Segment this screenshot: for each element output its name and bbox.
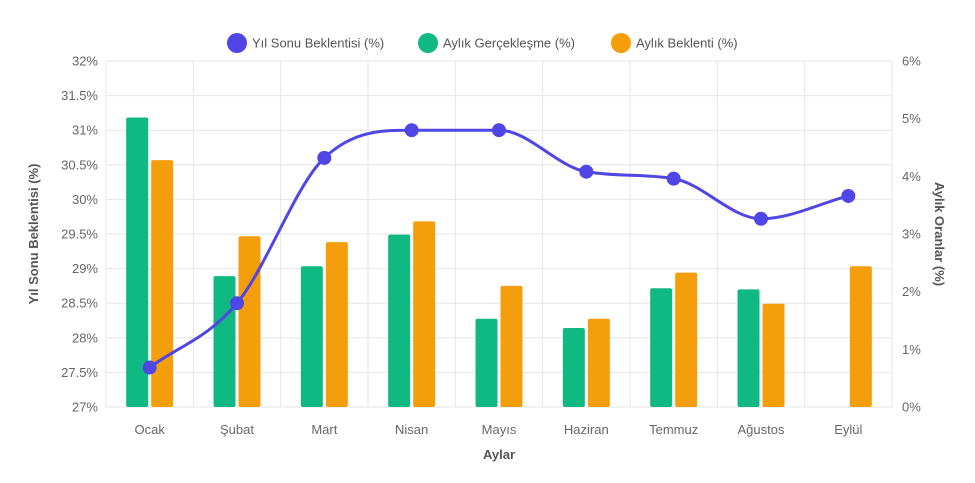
legend-label: Yıl Sonu Beklentisi (%) <box>252 36 384 51</box>
x-tick-label: Ağustos <box>738 422 785 437</box>
point-yil-sonu-beklentisi[interactable] <box>317 150 332 165</box>
point-yil-sonu-beklentisi[interactable] <box>841 188 856 203</box>
y-right-tick-label: 0% <box>902 400 921 415</box>
bar-aylik-gerceklesme[interactable] <box>388 234 411 407</box>
bar-aylik-beklenti[interactable] <box>325 242 348 407</box>
point-yil-sonu-beklentisi[interactable] <box>579 164 594 179</box>
legend-marker <box>227 33 247 53</box>
y-left-tick-label: 31% <box>72 123 98 138</box>
y-left-tick-label: 30.5% <box>61 157 98 172</box>
bar-aylik-beklenti[interactable] <box>151 160 174 407</box>
legend[interactable]: Yıl Sonu Beklentisi (%) Aylık Gerçekleşme… <box>227 33 738 53</box>
bar-aylik-beklenti[interactable] <box>238 236 261 407</box>
point-yil-sonu-beklentisi[interactable] <box>142 360 157 375</box>
y-left-axis-title: Yıl Sonu Beklentisi (%) <box>26 164 41 305</box>
legend-item-aylik-gerceklesme[interactable]: Aylık Gerçekleşme (%) <box>418 33 575 53</box>
bar-aylik-gerceklesme[interactable] <box>126 117 149 407</box>
y-left-tick-label: 28% <box>72 330 98 345</box>
bar-aylik-gerceklesme[interactable] <box>650 288 673 407</box>
y-left-tick-label: 27.5% <box>61 365 98 380</box>
legend-label: Aylık Beklenti (%) <box>636 36 738 51</box>
x-tick-label: Mayıs <box>482 422 517 437</box>
bar-aylik-beklenti[interactable] <box>500 285 523 407</box>
y-left-tick-label: 27% <box>72 400 98 415</box>
x-tick-label: Eylül <box>834 422 862 437</box>
bar-aylik-beklenti[interactable] <box>849 266 872 407</box>
y-right-tick-label: 6% <box>902 54 921 69</box>
x-axis-title: Aylar <box>483 447 515 462</box>
point-yil-sonu-beklentisi[interactable] <box>492 123 506 138</box>
y-right-tick-label: 2% <box>902 284 921 299</box>
point-yil-sonu-beklentisi[interactable] <box>230 296 244 311</box>
point-yil-sonu-beklentisi[interactable] <box>666 171 681 186</box>
bar-aylik-gerceklesme[interactable] <box>475 318 498 407</box>
y-right-tick-label: 3% <box>902 227 921 242</box>
line-layer <box>142 123 856 375</box>
x-tick-label: Temmuz <box>649 422 698 437</box>
y-right-tick-label: 5% <box>902 111 921 126</box>
bar-aylik-beklenti[interactable] <box>675 272 698 407</box>
y-right-tick-label: 1% <box>902 342 921 357</box>
y-left-tick-label: 31.5% <box>61 88 98 103</box>
y-left-tick-label: 32% <box>72 54 98 69</box>
legend-item-aylik-beklenti[interactable]: Aylık Beklenti (%) <box>611 33 738 53</box>
x-tick-label: Nisan <box>395 422 428 437</box>
bars-layer <box>126 117 872 407</box>
x-tick-label: Ocak <box>134 422 165 437</box>
bar-aylik-beklenti[interactable] <box>413 221 436 407</box>
y-right-tick-label: 4% <box>902 169 921 184</box>
legend-label: Aylık Gerçekleşme (%) <box>443 36 575 51</box>
grid-layer <box>105 60 893 408</box>
bar-aylik-gerceklesme[interactable] <box>213 276 236 407</box>
bar-aylik-beklenti[interactable] <box>587 318 610 407</box>
y-left-tick-label: 29.5% <box>61 227 98 242</box>
x-tick-label: Şubat <box>220 422 254 437</box>
y-left-tick-label: 28.5% <box>61 296 98 311</box>
legend-item-yil-sonu-beklentisi[interactable]: Yıl Sonu Beklentisi (%) <box>227 33 384 53</box>
axis-layer: 27% 27.5% 28% 28.5% 29% 29.5% 30% 30.5% 31% 31.5%… <box>26 54 947 463</box>
y-left-tick-label: 29% <box>72 261 98 276</box>
legend-marker <box>611 33 631 53</box>
x-tick-label: Haziran <box>564 422 609 437</box>
bar-aylik-gerceklesme[interactable] <box>300 266 323 407</box>
bar-aylik-gerceklesme[interactable] <box>737 289 760 407</box>
bar-aylik-gerceklesme[interactable] <box>562 327 585 407</box>
point-yil-sonu-beklentisi[interactable] <box>754 211 768 226</box>
bar-aylik-beklenti[interactable] <box>762 303 785 407</box>
y-right-axis-title: Aylık Oranlar (%) <box>932 182 947 286</box>
x-tick-label: Mart <box>311 422 337 437</box>
y-left-tick-label: 30% <box>72 192 98 207</box>
point-yil-sonu-beklentisi[interactable] <box>404 123 419 138</box>
legend-marker <box>418 33 438 53</box>
